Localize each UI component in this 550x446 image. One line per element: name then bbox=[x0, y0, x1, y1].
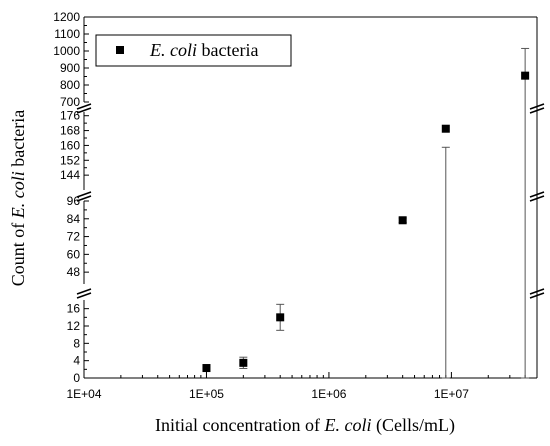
x-tick-label: 1E+05 bbox=[189, 387, 224, 401]
right-axis-break-mark bbox=[529, 107, 545, 114]
y-tick-label: 1100 bbox=[54, 27, 80, 41]
y-tick-label: 84 bbox=[67, 212, 81, 226]
y-tick-label: 16 bbox=[67, 302, 81, 316]
x-tick-label: 1E+06 bbox=[311, 387, 346, 401]
y-tick-label: 144 bbox=[60, 168, 80, 182]
x-axis-title-prefix: Initial concentration of bbox=[155, 415, 324, 435]
y-axis-break-mark bbox=[76, 292, 92, 299]
right-axis-break-mark bbox=[529, 195, 545, 202]
x-tick-label: 1E+07 bbox=[434, 387, 469, 401]
y-axis-break-mark bbox=[76, 103, 92, 110]
y-axis-break-mark bbox=[76, 288, 92, 295]
x-axis-title-italic: E. coli bbox=[323, 415, 371, 435]
legend-label: E. coli bacteria bbox=[149, 40, 258, 60]
y-tick-label: 160 bbox=[60, 138, 80, 152]
y-tick-label: 60 bbox=[67, 247, 81, 261]
y-tick-label: 1000 bbox=[53, 44, 80, 58]
y-tick-label: 0 bbox=[73, 371, 80, 385]
legend-label-italic: E. coli bbox=[149, 40, 197, 60]
data-point bbox=[441, 124, 450, 133]
data-point bbox=[521, 71, 530, 80]
series-layer bbox=[202, 47, 530, 379]
data-point bbox=[276, 313, 285, 322]
y-tick-label: 8 bbox=[73, 336, 80, 350]
y-axis-break-mark bbox=[76, 195, 92, 202]
right-axis-break-mark bbox=[529, 103, 545, 110]
y-tick-label: 72 bbox=[67, 230, 81, 244]
right-axis-break-mark bbox=[529, 191, 545, 198]
y-axis: 0481216486072849614415216016817670080090… bbox=[53, 10, 545, 385]
y-axis-title-suffix: bacteria bbox=[8, 110, 28, 171]
y-axis-break-mark bbox=[76, 107, 92, 114]
y-tick-label: 168 bbox=[60, 124, 80, 138]
x-tick-label: 1E+04 bbox=[66, 387, 101, 401]
y-tick-label: 12 bbox=[67, 319, 81, 333]
y-tick-label: 900 bbox=[60, 61, 80, 75]
data-point bbox=[239, 358, 248, 367]
x-axis-title: Initial concentration of E. coli (Cells/… bbox=[155, 415, 455, 436]
y-tick-label: 152 bbox=[60, 153, 80, 167]
y-axis-break-mark bbox=[76, 191, 92, 198]
x-axis-title-suffix: (Cells/mL) bbox=[371, 415, 455, 436]
data-point bbox=[398, 216, 407, 225]
y-axis-title: Count of E. coli bacteria bbox=[8, 110, 28, 286]
y-tick-label: 96 bbox=[67, 194, 81, 208]
plot-frame bbox=[84, 16, 538, 379]
y-axis-title-prefix: Count of bbox=[8, 218, 28, 286]
x-axis: 1E+04 1E+05 1E+06 1E+07 bbox=[66, 372, 526, 401]
y-axis-title-italic: E. coli bbox=[8, 171, 28, 219]
data-point bbox=[202, 364, 211, 373]
legend: E. coli bacteria bbox=[95, 34, 292, 67]
y-tick-label: 800 bbox=[60, 78, 80, 92]
legend-box bbox=[95, 34, 292, 67]
y-tick-label: 4 bbox=[73, 354, 80, 368]
y-tick-label: 1200 bbox=[53, 10, 80, 24]
legend-label-suffix: bacteria bbox=[197, 40, 258, 60]
legend-marker bbox=[116, 46, 124, 54]
right-axis-break-mark bbox=[529, 288, 545, 295]
y-tick-label: 176 bbox=[60, 109, 80, 123]
y-tick-label: 48 bbox=[67, 265, 81, 279]
right-axis-break-mark bbox=[529, 292, 545, 299]
y-tick-label: 700 bbox=[60, 95, 80, 109]
